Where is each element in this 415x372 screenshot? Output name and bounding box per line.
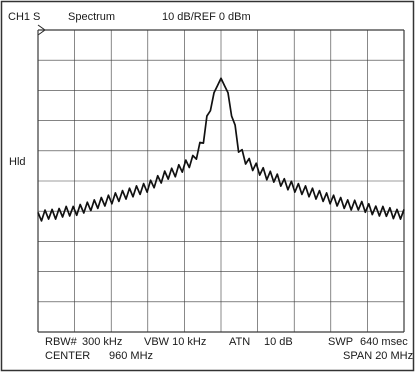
trace-layer xyxy=(37,77,405,222)
scale-ref-label: 10 dB/REF 0 dBm xyxy=(162,11,251,23)
graticule-grid xyxy=(37,29,405,333)
span-label: SPAN 20 MHz xyxy=(343,350,413,362)
rbw-label: RBW# xyxy=(45,336,78,348)
center-value: 960 MHz xyxy=(109,350,153,362)
channel-label: CH1 S xyxy=(8,11,40,23)
vbw-label: VBW 10 kHz xyxy=(144,336,206,348)
swp-label: SWP xyxy=(328,336,353,348)
mode-label: Spectrum xyxy=(68,11,115,23)
rbw-value: 300 kHz xyxy=(82,336,122,348)
atn-value: 10 dB xyxy=(264,336,293,348)
hold-label: Hld xyxy=(9,156,26,168)
center-label: CENTER xyxy=(45,350,90,362)
atn-label: ATN xyxy=(229,336,250,348)
swp-value: 640 msec xyxy=(360,336,408,348)
spectrum-trace xyxy=(37,77,405,222)
